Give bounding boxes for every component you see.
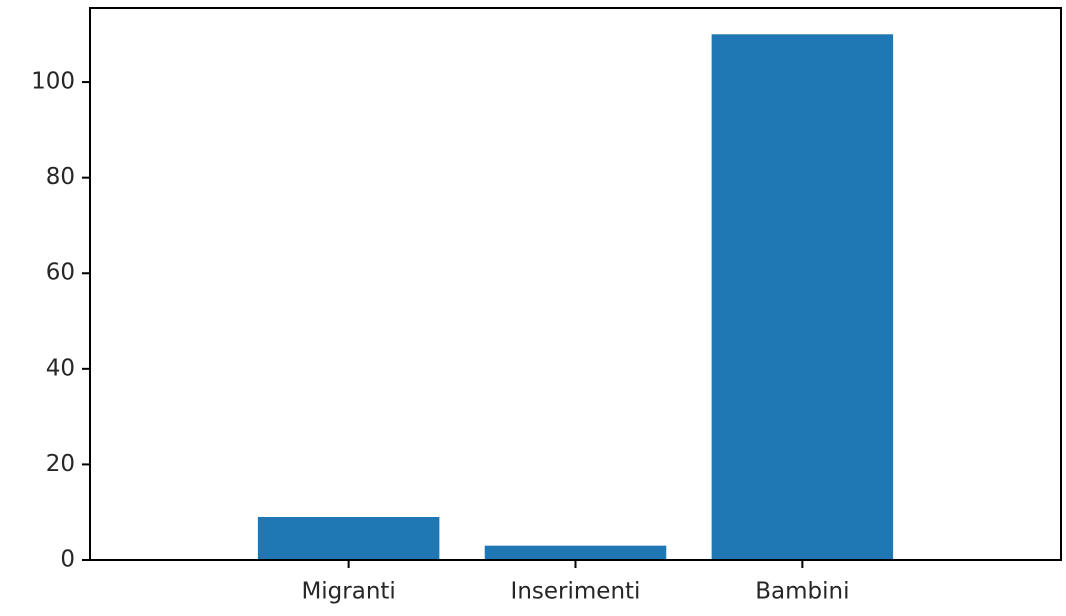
- y-axis: 0 20 40 60 80 100: [31, 69, 90, 573]
- x-tick-label-migranti: Migranti: [301, 579, 395, 605]
- bars-group: [257, 34, 894, 561]
- bar-migranti: [257, 516, 440, 560]
- bar-bambini: [711, 34, 894, 561]
- plot-frame: [89, 7, 1062, 561]
- y-tick-label: 40: [46, 355, 75, 381]
- y-tick-label: 80: [46, 164, 75, 190]
- x-tick-label-inserimenti: Inserimenti: [511, 579, 641, 605]
- bar-inserimenti: [484, 545, 667, 560]
- x-axis: Migranti Inserimenti Bambini: [301, 560, 849, 605]
- y-tick-label: 20: [46, 451, 75, 477]
- x-tick-label-bambini: Bambini: [755, 579, 849, 605]
- y-tick-label: 60: [46, 260, 75, 286]
- y-tick-label: 100: [31, 69, 75, 95]
- y-tick-label: 0: [60, 547, 75, 573]
